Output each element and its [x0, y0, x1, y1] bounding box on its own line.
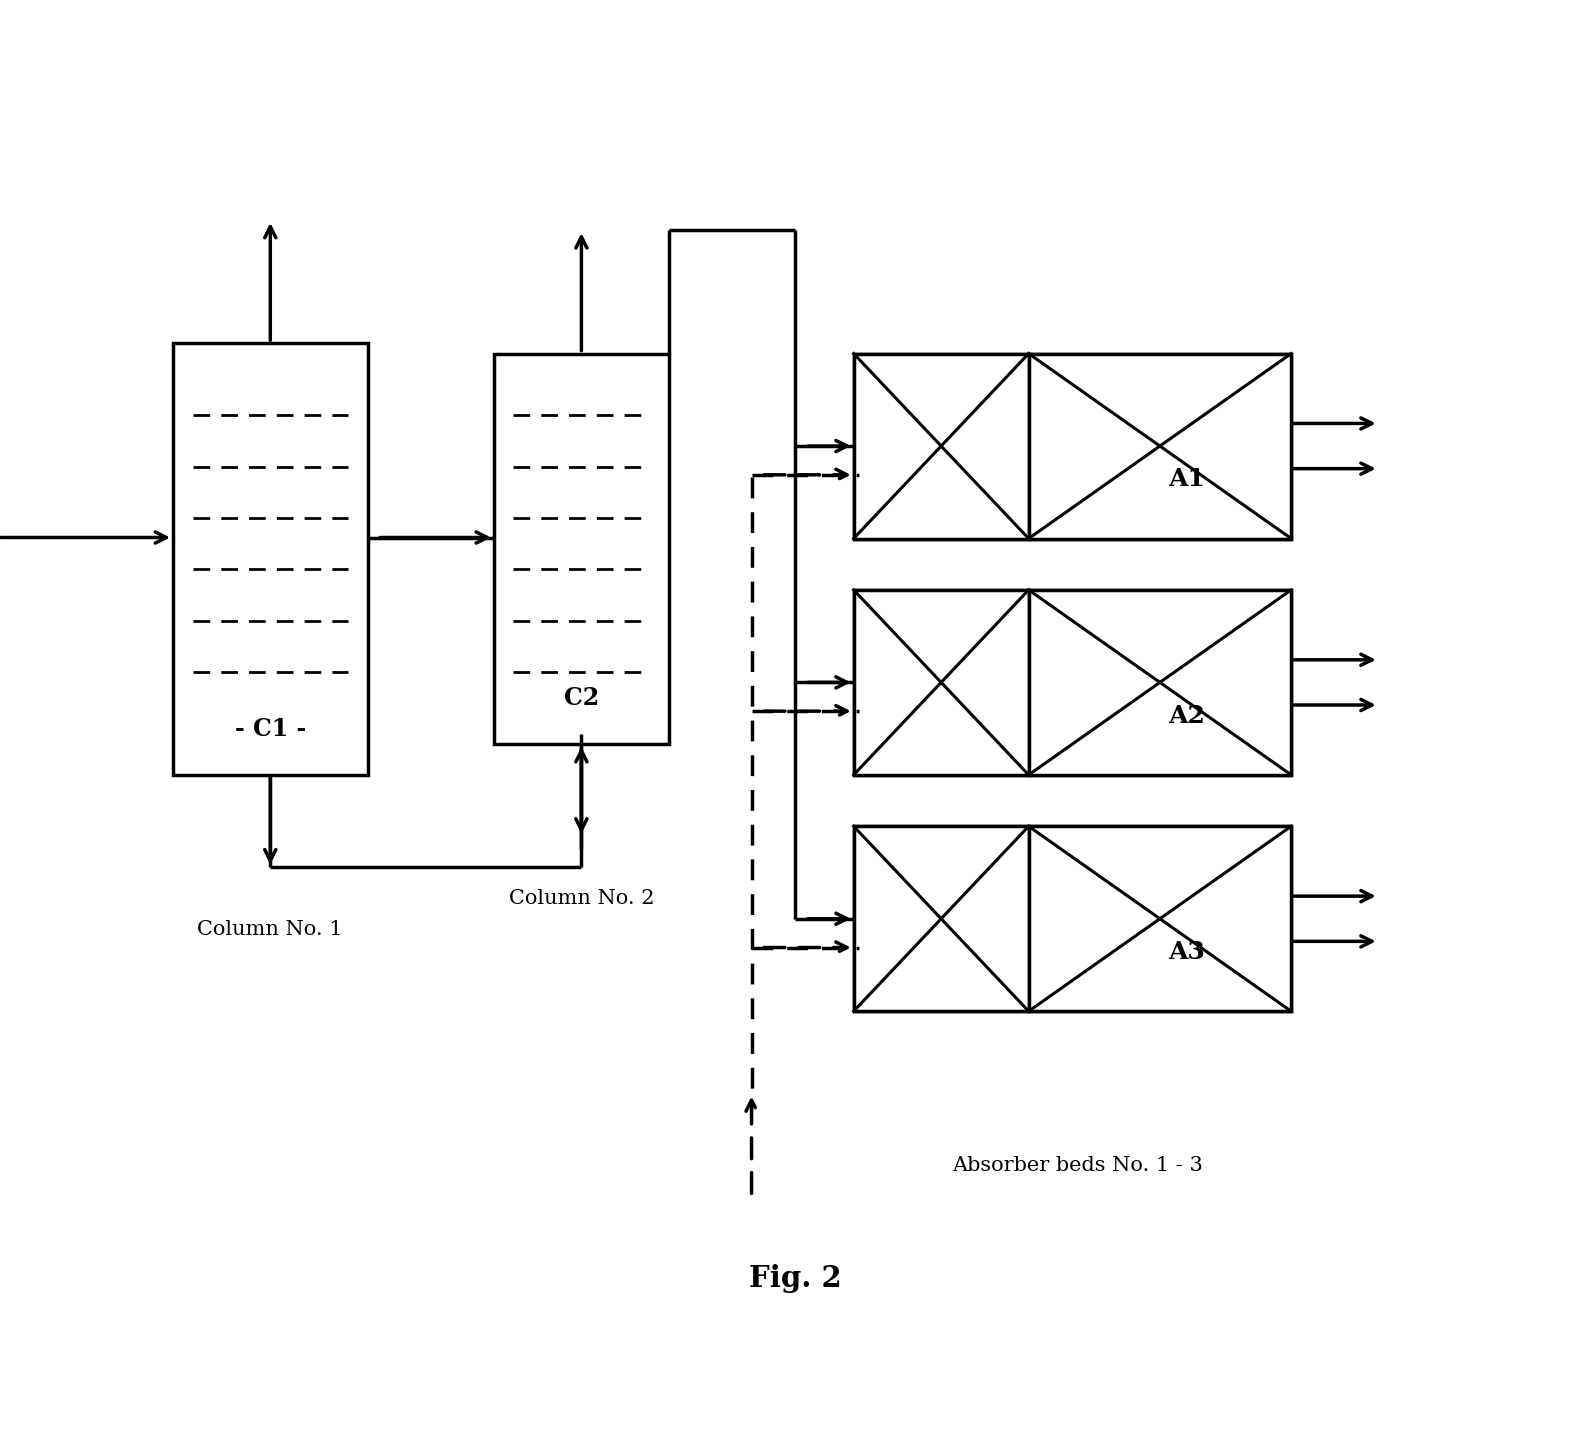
Text: A2: A2 [1168, 703, 1205, 728]
Text: Absorber beds No. 1 - 3: Absorber beds No. 1 - 3 [952, 1156, 1203, 1175]
Text: C2: C2 [563, 686, 598, 710]
Text: Column No. 2: Column No. 2 [509, 888, 654, 907]
Text: Column No. 1: Column No. 1 [197, 919, 343, 939]
Bar [494, 353, 668, 744]
Bar [854, 353, 1292, 538]
Bar [1028, 353, 1292, 538]
Bar [173, 343, 368, 776]
Bar [854, 826, 1028, 1011]
Text: A3: A3 [1168, 941, 1205, 964]
Bar [1028, 826, 1292, 1011]
Text: Fig. 2: Fig. 2 [749, 1263, 841, 1294]
Bar [854, 826, 1292, 1011]
Bar [854, 590, 1028, 776]
Bar [854, 590, 1292, 776]
Bar [854, 353, 1028, 538]
Bar [1028, 590, 1292, 776]
Text: A1: A1 [1168, 467, 1205, 492]
Text: - C1 -: - C1 - [235, 716, 306, 741]
